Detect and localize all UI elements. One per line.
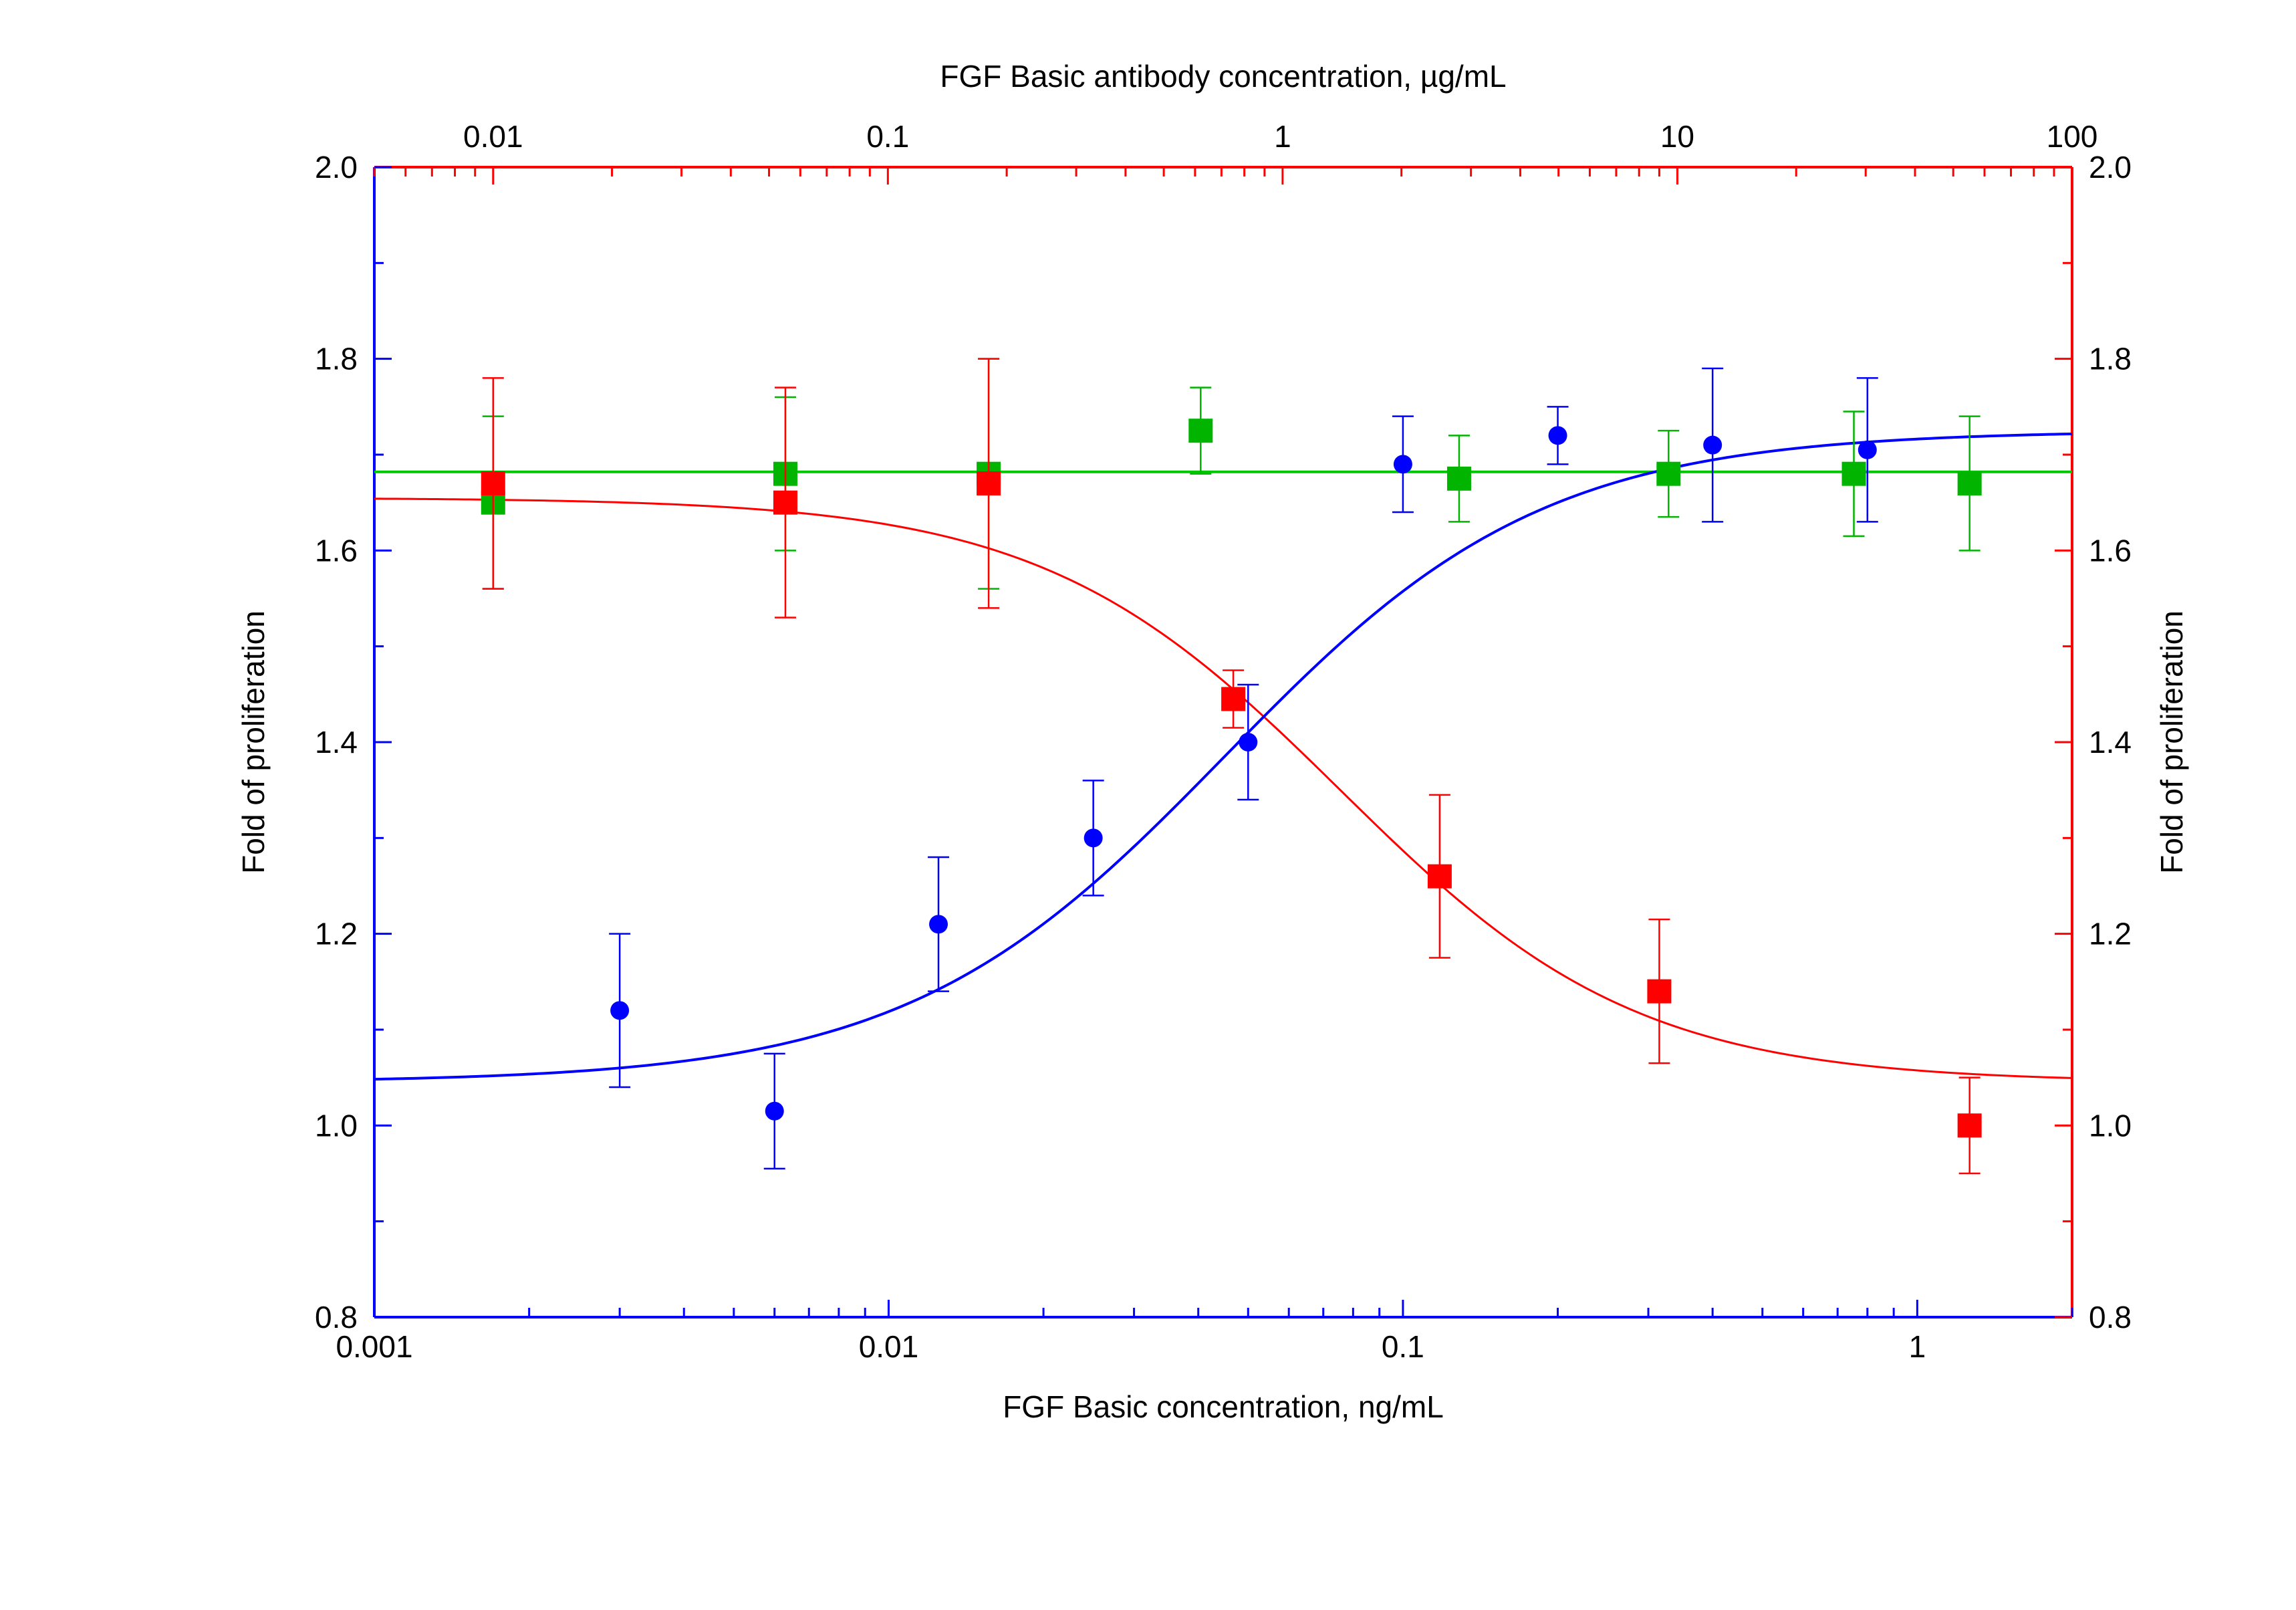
- y-left-tick-label: 1.4: [315, 725, 358, 760]
- y-left-tick-label: 1.0: [315, 1108, 358, 1143]
- data-point: [929, 915, 948, 933]
- y-right-tick-label: 1.0: [2089, 1108, 2132, 1143]
- data-point: [1428, 865, 1452, 889]
- data-point: [1084, 828, 1103, 847]
- chart-svg: 0.0010.010.11FGF Basic concentration, ng…: [0, 0, 2296, 1610]
- y-right-tick-label: 1.2: [2089, 917, 2132, 951]
- x-bottom-axis-label: FGF Basic concentration, ng/mL: [1003, 1389, 1444, 1424]
- data-point: [1447, 467, 1471, 491]
- data-point: [1394, 455, 1412, 473]
- fit-curve: [374, 434, 2072, 1079]
- data-point: [773, 491, 797, 515]
- data-point: [1656, 462, 1680, 486]
- y-left-tick-label: 1.8: [315, 342, 358, 376]
- data-point: [1549, 426, 1567, 445]
- y-right-tick-label: 1.8: [2089, 342, 2132, 376]
- dose-response-chart: 0.0010.010.11FGF Basic concentration, ng…: [0, 0, 2296, 1610]
- y-right-tick-label: 0.8: [2089, 1300, 2132, 1335]
- y-right-axis-label: Fold of proliferation: [2154, 610, 2189, 874]
- data-point: [1221, 687, 1245, 711]
- y-left-tick-label: 1.6: [315, 533, 358, 568]
- x-top-tick-label: 0.01: [463, 119, 523, 154]
- data-point: [1958, 1113, 1982, 1137]
- y-left-axis-label: Fold of proliferation: [236, 610, 271, 874]
- y-right-tick-label: 1.4: [2089, 725, 2132, 760]
- x-bottom-tick-label: 0.1: [1382, 1329, 1424, 1364]
- data-point: [1647, 980, 1671, 1004]
- data-point: [1703, 436, 1722, 455]
- x-top-tick-label: 1: [1274, 119, 1291, 154]
- data-point: [610, 1001, 629, 1020]
- x-bottom-tick-label: 0.01: [859, 1329, 919, 1364]
- fit-curve: [374, 499, 2072, 1078]
- data-point: [977, 471, 1001, 495]
- x-top-tick-label: 10: [1660, 119, 1694, 154]
- data-point: [1958, 471, 1982, 495]
- x-top-tick-label: 100: [2047, 119, 2098, 154]
- y-left-tick-label: 2.0: [315, 150, 358, 185]
- y-left-tick-label: 1.2: [315, 917, 358, 951]
- x-top-axis-label: FGF Basic antibody concentration, µg/mL: [940, 59, 1506, 94]
- y-right-tick-label: 1.6: [2089, 533, 2132, 568]
- x-top-tick-label: 0.1: [866, 119, 909, 154]
- x-bottom-tick-label: 1: [1909, 1329, 1926, 1364]
- data-point: [481, 471, 505, 495]
- data-point: [1842, 462, 1866, 486]
- data-point: [765, 1102, 784, 1121]
- data-point: [1239, 733, 1257, 752]
- y-right-tick-label: 2.0: [2089, 150, 2132, 185]
- data-point: [1858, 441, 1877, 459]
- y-left-tick-label: 0.8: [315, 1300, 358, 1335]
- data-point: [1188, 419, 1213, 443]
